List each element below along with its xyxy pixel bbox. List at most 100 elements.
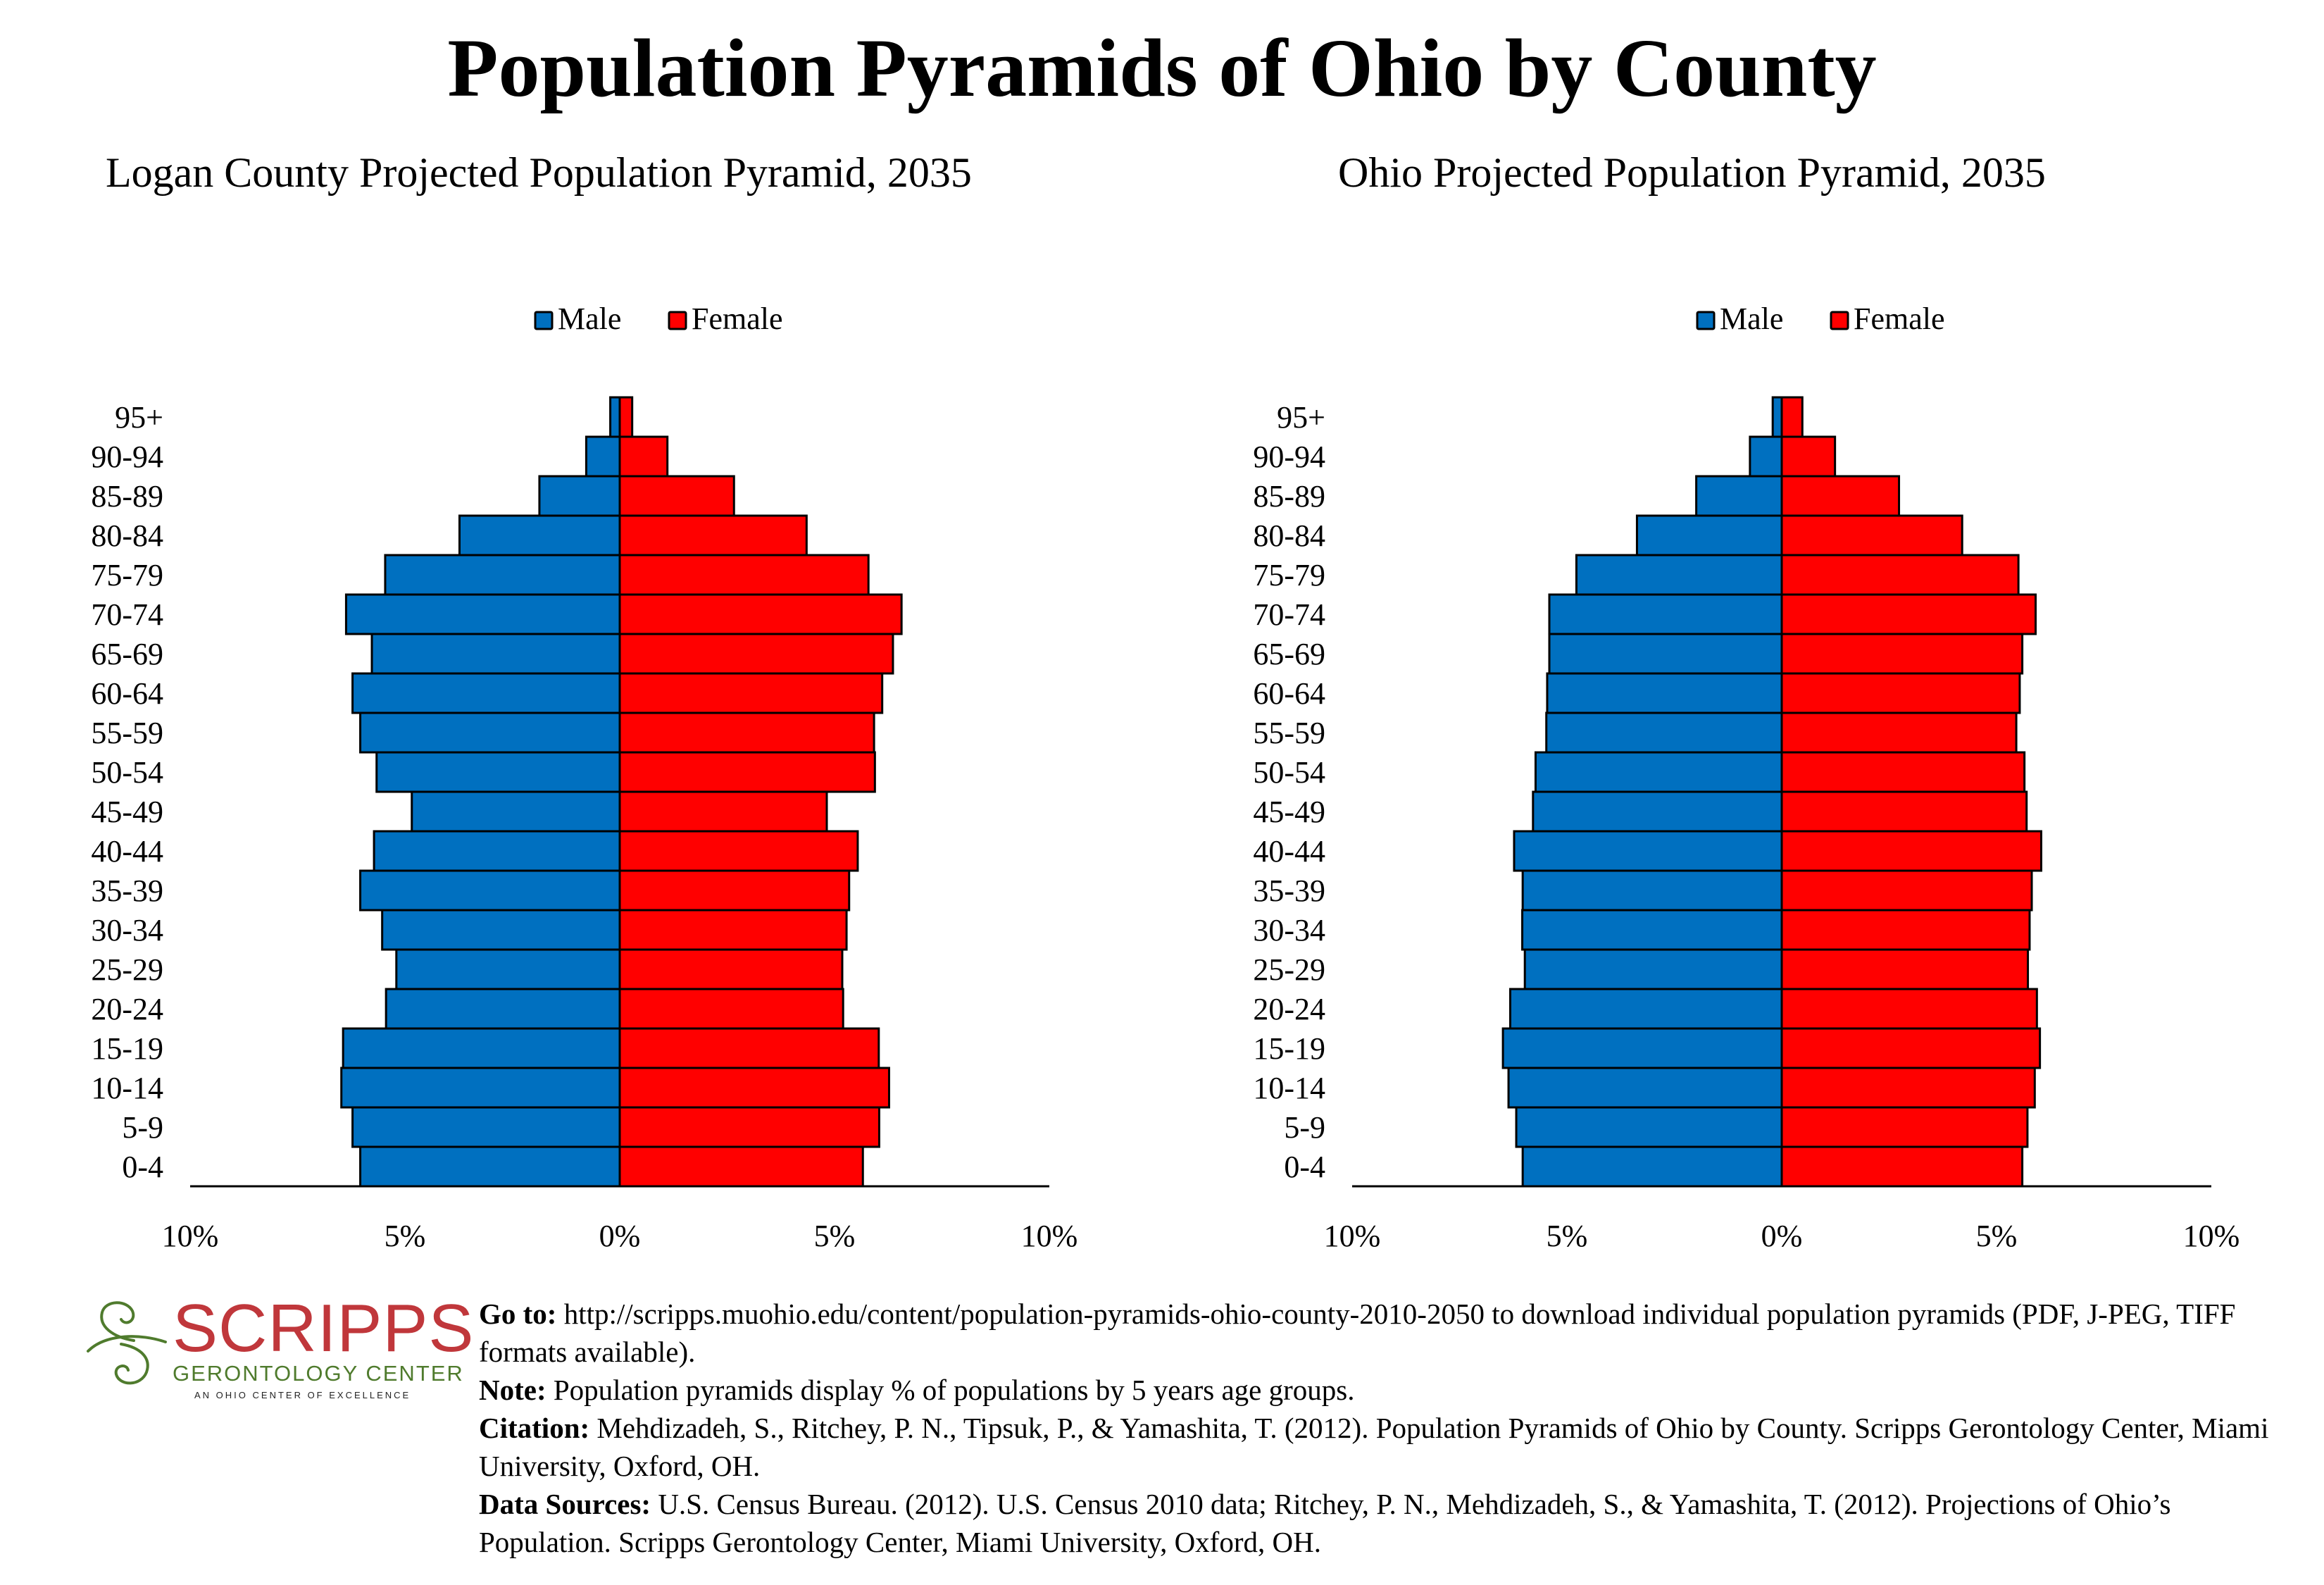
age-label-65-69: 65-69 — [91, 637, 163, 671]
bar-female-80-84 — [1780, 514, 1963, 557]
bar-female-95+ — [1780, 396, 1804, 438]
goto-label: Go to: — [479, 1298, 557, 1330]
age-label-80-84: 80-84 — [91, 518, 163, 553]
bar-female-95+ — [618, 396, 634, 438]
bar-female-20-24 — [1780, 988, 2038, 1030]
bar-male-30-34 — [1521, 909, 1783, 951]
bar-female-55-59 — [618, 711, 875, 754]
bar-female-85-89 — [618, 475, 735, 517]
x-tick-label: 0% — [599, 1219, 641, 1253]
age-label-50-54: 50-54 — [1253, 755, 1325, 790]
bar-female-65-69 — [618, 633, 894, 675]
legend-swatch-female — [668, 311, 687, 330]
bar-female-75-79 — [618, 554, 870, 596]
bar-male-90-94 — [585, 435, 621, 478]
x-tick-label: 5% — [1547, 1219, 1588, 1253]
age-label-75-79: 75-79 — [1253, 558, 1325, 592]
note-label: Note: — [479, 1374, 546, 1406]
age-label-15-19: 15-19 — [1253, 1031, 1325, 1066]
bar-male-80-84 — [1635, 514, 1783, 557]
scripps-logo: SCRIPPS GERONTOLOGY CENTER AN OHIO CENTE… — [85, 1295, 473, 1400]
bar-male-15-19 — [1501, 1027, 1783, 1069]
sources-text: U.S. Census Bureau. (2012). U.S. Census … — [479, 1488, 2171, 1558]
bar-male-90-94 — [1749, 435, 1783, 478]
note-text: Population pyramids display % of populat… — [553, 1374, 1355, 1406]
age-label-70-74: 70-74 — [1253, 597, 1325, 632]
age-label-20-24: 20-24 — [1253, 992, 1325, 1026]
x-tick-label: 5% — [1976, 1219, 2018, 1253]
bar-male-70-74 — [1548, 593, 1783, 635]
age-label-30-34: 30-34 — [1253, 913, 1325, 947]
bar-female-20-24 — [618, 988, 844, 1030]
age-label-15-19: 15-19 — [91, 1031, 163, 1066]
citation-text: Mehdizadeh, S., Ritchey, P. N., Tipsuk, … — [479, 1412, 2269, 1482]
age-label-60-64: 60-64 — [1253, 676, 1325, 711]
bar-male-55-59 — [1545, 711, 1783, 754]
bar-female-90-94 — [618, 435, 669, 478]
bar-female-85-89 — [1780, 475, 1901, 517]
bar-male-60-64 — [1546, 672, 1783, 714]
swirl-icon — [87, 1301, 167, 1385]
bar-male-95+ — [1771, 396, 1783, 438]
legend-swatch-male — [1696, 311, 1716, 330]
age-label-30-34: 30-34 — [91, 913, 163, 947]
chart-title-logan: Logan County Projected Population Pyrami… — [106, 149, 972, 196]
age-label-20-24: 20-24 — [91, 992, 163, 1026]
bar-female-90-94 — [1780, 435, 1837, 478]
bar-male-75-79 — [384, 554, 621, 596]
bar-male-75-79 — [1575, 554, 1783, 596]
bar-male-70-74 — [344, 593, 621, 635]
bar-female-35-39 — [618, 869, 851, 912]
age-label-0-4: 0-4 — [1284, 1150, 1325, 1184]
logo-subtitle: GERONTOLOGY CENTER — [173, 1361, 464, 1386]
bar-male-80-84 — [458, 514, 621, 557]
age-label-80-84: 80-84 — [1253, 518, 1325, 553]
age-label-70-74: 70-74 — [91, 597, 163, 632]
bar-female-55-59 — [1780, 711, 2018, 754]
bar-female-40-44 — [1780, 830, 2042, 872]
pyramid-chart-ohio: Male Female 95+ 90-94 85-89 80-84 75-79 70-74 65… — [1253, 302, 2240, 1253]
age-label-35-39: 35-39 — [91, 874, 163, 908]
bar-male-65-69 — [1548, 633, 1783, 675]
age-label-90-94: 90-94 — [1253, 440, 1325, 474]
age-label-35-39: 35-39 — [1253, 874, 1325, 908]
age-label-40-44: 40-44 — [1253, 834, 1325, 869]
bar-male-45-49 — [411, 790, 621, 833]
bar-male-25-29 — [395, 948, 621, 990]
bar-female-15-19 — [618, 1027, 880, 1069]
x-tick-label: 10% — [1324, 1219, 1381, 1253]
age-label-25-29: 25-29 — [91, 952, 163, 987]
bar-male-50-54 — [375, 751, 621, 793]
x-tick-label: 0% — [1761, 1219, 1803, 1253]
bar-female-50-54 — [1780, 751, 2026, 793]
x-tick-label: 5% — [385, 1219, 426, 1253]
age-label-65-69: 65-69 — [1253, 637, 1325, 671]
bar-female-5-9 — [618, 1106, 880, 1148]
legend-label-female: Female — [692, 302, 783, 336]
age-label-45-49: 45-49 — [91, 795, 163, 829]
bar-female-50-54 — [618, 751, 876, 793]
legend: Male Female — [1696, 302, 1945, 336]
legend-swatch-female — [1830, 311, 1849, 330]
footer-note: Note: Population pyramids display % of p… — [479, 1371, 2310, 1409]
bar-male-25-29 — [1523, 948, 1783, 990]
age-label-10-14: 10-14 — [91, 1071, 163, 1105]
bar-male-5-9 — [1515, 1106, 1783, 1148]
sources-label: Data Sources: — [479, 1488, 651, 1520]
goto-link[interactable]: http://scripps.muohio.edu/content/popula… — [479, 1298, 2236, 1368]
age-label-10-14: 10-14 — [1253, 1071, 1325, 1105]
x-tick-label: 10% — [2183, 1219, 2240, 1253]
main-title: Population Pyramids of Ohio by County — [447, 22, 1877, 114]
bar-female-75-79 — [1780, 554, 2020, 596]
bar-female-65-69 — [1780, 633, 2024, 675]
citation-label: Citation: — [479, 1412, 590, 1444]
bar-male-35-39 — [359, 869, 621, 912]
legend-label-male: Male — [1720, 302, 1783, 336]
pyramid-chart-logan: Male Female 95+ 90-94 85-89 80-84 75-79 70-74 65… — [91, 302, 1077, 1253]
bar-male-95+ — [609, 396, 621, 438]
age-label-95+: 95+ — [1277, 400, 1325, 435]
age-label-45-49: 45-49 — [1253, 795, 1325, 829]
footer-notes: Go to: http://scripps.muohio.edu/content… — [479, 1295, 2310, 1561]
bar-female-0-4 — [1780, 1145, 2024, 1188]
bar-female-15-19 — [1780, 1027, 2042, 1069]
